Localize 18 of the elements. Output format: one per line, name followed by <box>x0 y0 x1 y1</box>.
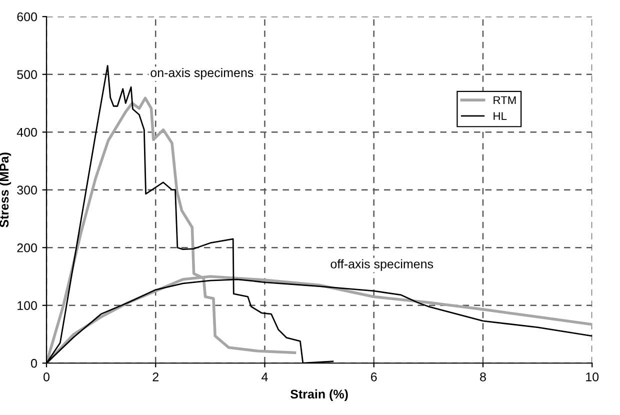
y-tick-label: 200 <box>17 243 37 252</box>
x-tick-label: 10 <box>586 372 599 382</box>
legend-label: HL <box>494 112 507 120</box>
x-tick-label: 6 <box>371 372 377 382</box>
annotation: off-axis specimens <box>330 259 434 271</box>
y-tick-label: 100 <box>18 301 37 310</box>
y-tick-label: 400 <box>16 128 37 137</box>
x-tick-label: 2 <box>152 372 158 382</box>
y-tick-label: 300 <box>17 186 37 195</box>
annotation: on-axis specimens <box>150 68 254 80</box>
x-tick-label: 4 <box>262 372 268 382</box>
x-tick-label: 8 <box>480 372 486 382</box>
y-tick-label: 600 <box>17 12 37 22</box>
legend-label: RTM <box>494 96 516 104</box>
x-axis-title: Strain (%) <box>290 389 348 402</box>
y-tick-label: 500 <box>17 70 37 80</box>
y-tick-label: 0 <box>31 358 37 368</box>
x-tick-label: 0 <box>44 372 50 382</box>
